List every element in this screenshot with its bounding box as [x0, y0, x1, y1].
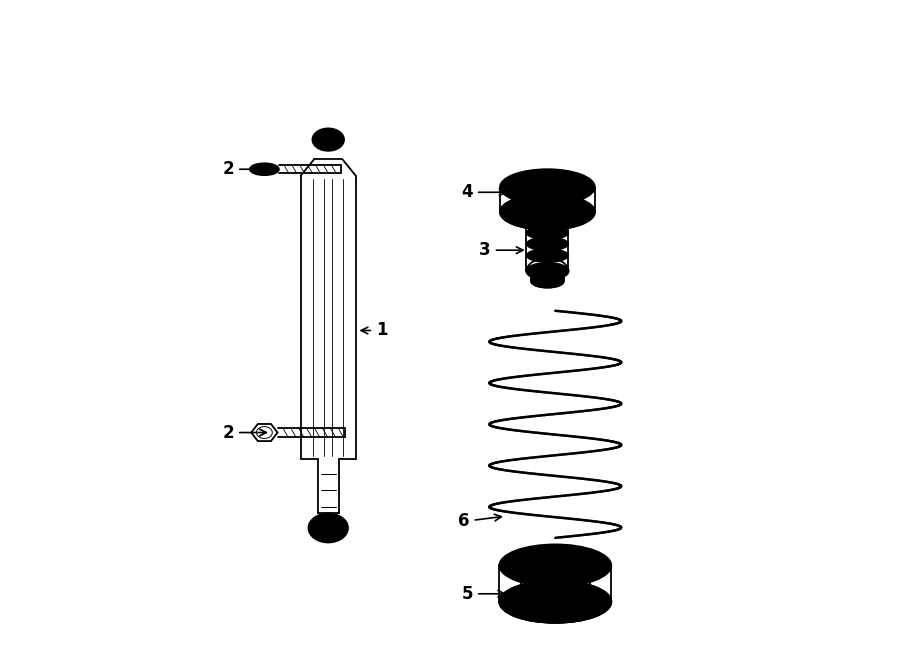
Ellipse shape — [500, 580, 611, 623]
Text: 1: 1 — [361, 321, 388, 340]
Ellipse shape — [531, 274, 564, 288]
Ellipse shape — [526, 249, 569, 262]
Ellipse shape — [526, 210, 569, 227]
Text: 6: 6 — [458, 512, 501, 530]
Ellipse shape — [258, 167, 271, 172]
Ellipse shape — [320, 134, 337, 145]
Ellipse shape — [518, 201, 577, 223]
Ellipse shape — [250, 163, 279, 175]
Text: 3: 3 — [479, 241, 523, 259]
Ellipse shape — [526, 226, 569, 240]
Text: 2: 2 — [222, 160, 266, 178]
Ellipse shape — [500, 169, 595, 205]
Text: 4: 4 — [462, 183, 506, 201]
Ellipse shape — [521, 588, 590, 615]
Ellipse shape — [526, 237, 569, 251]
Text: 5: 5 — [462, 585, 505, 603]
Polygon shape — [251, 424, 277, 441]
Ellipse shape — [318, 520, 338, 535]
Ellipse shape — [526, 262, 569, 280]
Ellipse shape — [312, 128, 344, 151]
Text: 2: 2 — [222, 424, 266, 442]
Ellipse shape — [500, 194, 595, 230]
Ellipse shape — [309, 514, 348, 543]
Ellipse shape — [500, 545, 611, 586]
Ellipse shape — [521, 567, 590, 586]
